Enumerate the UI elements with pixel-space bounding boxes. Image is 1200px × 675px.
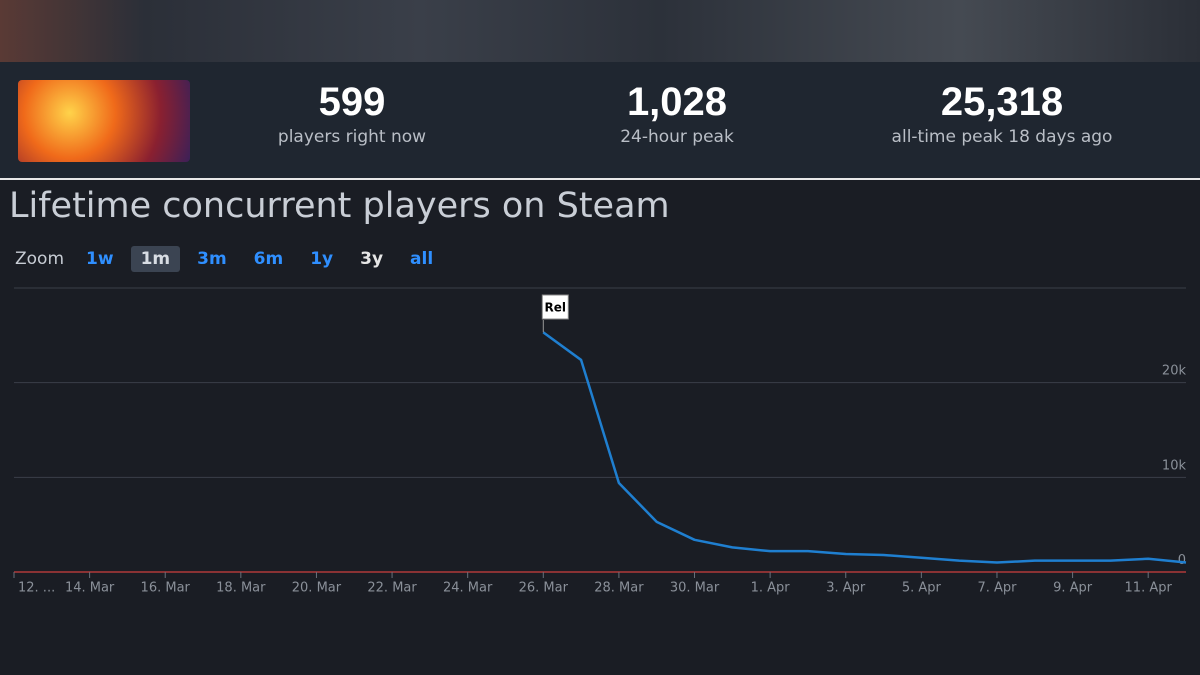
x-tick-label: 28. Mar [594, 581, 644, 596]
stat: 25,318 all-time peak 18 days ago [872, 80, 1132, 147]
chart-title: Lifetime concurrent players on Steam [9, 186, 670, 226]
x-tick-label: 5. Apr [902, 581, 942, 596]
x-tick-label: 24. Mar [443, 581, 493, 596]
line [542, 331, 1187, 564]
stat-value: 1,028 [626, 80, 728, 124]
stat-label: 24-hour peak [620, 127, 734, 147]
x-tick-label: 12. ... [18, 581, 55, 596]
stat-label: all-time peak 18 days ago [891, 127, 1113, 147]
y-tick-label: 20k [1162, 364, 1187, 379]
stat-value: 599 [318, 80, 386, 124]
banner [0, 0, 1200, 62]
zoom-button[interactable]: 6m [253, 249, 284, 269]
x-tick-label: 1. Apr [751, 581, 791, 596]
stats-bar: 599 players right now 1,028 24-hour peak 2… [0, 62, 1200, 180]
stat: 599 players right now [222, 80, 482, 147]
x-tick-label: 16. Mar [141, 581, 191, 596]
stat-value: 25,318 [940, 80, 1064, 124]
x-tick-label: 18. Mar [216, 581, 266, 596]
annotation-text: Rel [545, 301, 567, 315]
x-tick-label: 3. Apr [826, 581, 866, 596]
y-tick-label: 0 [1178, 553, 1186, 568]
stat: 1,028 24-hour peak [547, 80, 807, 147]
x-tick-label: 7. Apr [977, 581, 1017, 596]
zoom-button[interactable]: 1w [86, 249, 114, 269]
x-tick-label: 22. Mar [367, 581, 417, 596]
x-tick-label: 11. Apr [1125, 581, 1173, 596]
zoom-button[interactable]: 1y [310, 249, 334, 269]
x-tick-label: 20. Mar [292, 581, 342, 596]
zoom-label: Zoom [15, 249, 65, 269]
y-tick-label: 10k [1162, 458, 1187, 473]
x-tick-label: 30. Mar [670, 581, 720, 596]
zoom-button[interactable]: all [410, 249, 434, 269]
zoom-button[interactable]: 1m [130, 246, 181, 272]
zoom-bar: Zoom 1w 1m 3m 6m 1y 3y all [15, 245, 450, 273]
chart: 0 10k 20k 12. ... 14. Mar 16. Mar 18. Mar 20. M… [13, 287, 1187, 596]
x-tick-label: 9. Apr [1053, 581, 1093, 596]
game-logo [18, 80, 190, 162]
x-tick-label: 26. Mar [519, 581, 569, 596]
zoom-button[interactable]: 3y [360, 249, 384, 269]
stat-label: players right now [277, 127, 427, 147]
x-tick-label: 14. Mar [65, 581, 115, 596]
annotation-box [541, 294, 569, 320]
zoom-button[interactable]: 3m [197, 249, 227, 269]
